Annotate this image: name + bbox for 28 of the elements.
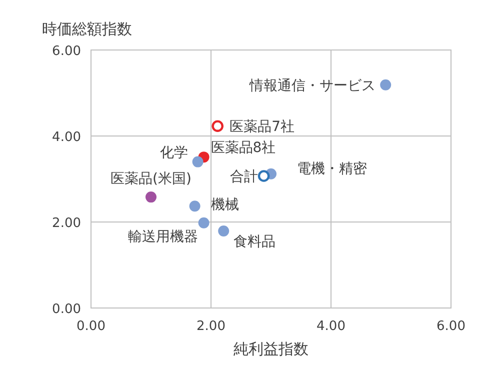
point	[218, 226, 230, 237]
series-label: 医薬品(米国)	[110, 171, 192, 188]
y-axis-title: 時価総額指数	[42, 20, 132, 38]
series-label: 合計	[230, 168, 258, 185]
x-tick-label: 6.00	[436, 319, 466, 334]
series-label: 機械	[210, 197, 239, 214]
point	[146, 192, 156, 203]
point	[192, 156, 204, 168]
y-tick-label: 4.00	[52, 130, 81, 145]
x-tick-label: 4.00	[316, 319, 346, 334]
series-label: 情報通信・サービス	[248, 78, 376, 94]
series-label: 化学	[160, 144, 188, 161]
y-tick-label: 0.00	[52, 302, 81, 317]
x-tick-label: 0.00	[76, 319, 106, 334]
x-tick-label: 2.00	[196, 319, 226, 334]
y-tick-label: 2.00	[52, 216, 81, 231]
series-label: 医薬品7社	[230, 119, 295, 136]
y-tick-label: 6.00	[52, 44, 81, 59]
point	[198, 217, 210, 228]
x-axis-title: 純利益指数	[234, 340, 308, 358]
point	[189, 200, 200, 212]
series-label: 輸送用機器	[128, 228, 198, 245]
series-label: 電機・精密	[297, 160, 367, 177]
point	[258, 170, 270, 182]
series-label: 医薬品8社	[210, 140, 276, 156]
series-label: 食料品	[234, 234, 276, 250]
point	[380, 79, 392, 90]
point	[212, 120, 224, 132]
